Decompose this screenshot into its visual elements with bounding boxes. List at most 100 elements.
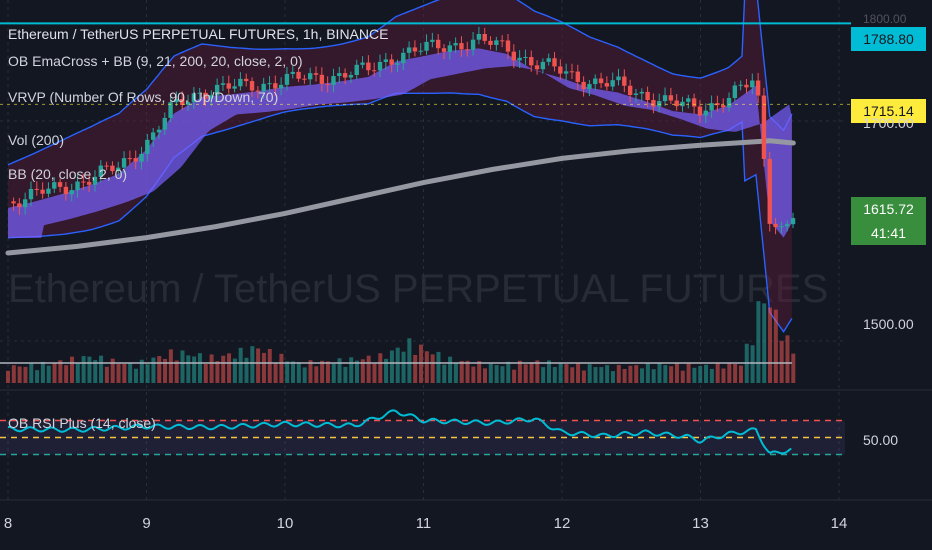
candles: [11, 26, 796, 235]
candle-body: [220, 83, 226, 85]
candle-body: [616, 76, 621, 81]
candle-body: [174, 99, 179, 103]
candle-body: [360, 62, 365, 65]
candle-body: [319, 74, 325, 84]
candle-body: [517, 57, 522, 61]
candle-body: [354, 64, 359, 76]
bb-upper: [7, 0, 793, 166]
volume-bar: [378, 353, 383, 383]
price-tag-high: 1788.80: [851, 27, 926, 51]
volume-bar: [721, 368, 726, 383]
volume-bar: [640, 368, 645, 383]
candle-body: [11, 201, 16, 204]
candle-body: [180, 99, 185, 105]
candle-body: [191, 93, 197, 103]
watermark: Ethereum / TetherUS PERPETUAL FUTURES: [8, 267, 828, 311]
volume-bar: [610, 371, 615, 383]
candle-body: [598, 78, 604, 84]
volume-bar: [145, 364, 150, 383]
volume-bar: [122, 363, 127, 383]
candle-body: [657, 101, 662, 107]
candle-body: [46, 188, 51, 194]
volume-bar: [587, 364, 592, 383]
chart-title[interactable]: Ethereum / TetherUS PERPETUAL FUTURES, 1…: [8, 26, 389, 42]
volume-bar: [250, 346, 255, 383]
x-tick-label-9: 9: [142, 515, 150, 532]
volume-bar: [517, 360, 522, 383]
volume-bar: [657, 362, 662, 383]
volume-bar: [750, 345, 755, 383]
candle-body: [226, 83, 231, 89]
volume-bar: [430, 354, 435, 383]
candle-body: [284, 73, 290, 85]
price-axis-1700: 1700.00: [863, 116, 914, 130]
candle-body: [767, 158, 772, 224]
candle-body: [779, 226, 784, 228]
candle-body: [337, 73, 342, 77]
legend-volume[interactable]: Vol (200): [8, 132, 65, 148]
volume-bar: [663, 365, 668, 383]
volume-bar: [727, 363, 732, 383]
volume-bar: [302, 367, 307, 383]
candle-body: [523, 56, 528, 58]
volume-bar: [325, 361, 330, 383]
legend-vrvp[interactable]: VRVP (Number Of Rows, 90, Up/Down, 70): [8, 89, 279, 105]
candle-body: [424, 41, 429, 51]
candle-body: [63, 186, 69, 195]
volume-bar: [692, 367, 697, 383]
candle-body: [81, 181, 86, 183]
volume-bar: [279, 353, 284, 383]
candle-body: [476, 33, 482, 40]
volume-bar: [419, 344, 424, 383]
candle-body: [244, 78, 249, 82]
candle-body: [581, 81, 586, 90]
volume-bar: [58, 360, 63, 383]
ema200-line: [5, 138, 796, 256]
candle-body: [406, 47, 412, 53]
candle-body: [145, 139, 150, 154]
volume-bar: [529, 362, 534, 383]
legend-ema-cross[interactable]: OB EmaCross + BB (9, 21, 200, 20, close,…: [8, 53, 303, 69]
candle-body: [558, 66, 563, 74]
candle-body: [604, 83, 610, 87]
candle-body: [57, 182, 63, 187]
candle-body: [209, 95, 214, 99]
candle-body: [139, 153, 144, 162]
ema200: [5, 138, 796, 256]
candle-body: [342, 73, 348, 78]
volume-bar: [314, 366, 319, 383]
volume-bar: [645, 362, 650, 383]
candle-body: [412, 47, 418, 52]
volume-bar: [17, 366, 22, 383]
volume-bar: [576, 363, 581, 383]
candle-body: [156, 129, 162, 133]
countdown-tag: 41:41: [851, 221, 926, 245]
volume-bar: [541, 367, 546, 383]
candle-body: [540, 61, 546, 70]
volume-bar: [651, 369, 656, 383]
candle-body: [633, 93, 639, 95]
volume-bar: [488, 363, 493, 383]
volume-bar: [320, 360, 325, 383]
candle-body: [709, 103, 714, 111]
legend-bb[interactable]: BB (20, close, 2, 0): [8, 166, 128, 182]
legend-rsi[interactable]: OB RSI Plus (14, close): [8, 415, 156, 431]
volume-bar: [558, 362, 563, 383]
volume-bar: [64, 365, 69, 383]
volume-bar: [389, 350, 394, 383]
volume-bar: [453, 363, 458, 383]
volume-bar: [791, 353, 796, 383]
volume-bar: [494, 365, 499, 383]
volume-bar: [605, 365, 610, 383]
candle-body: [52, 182, 57, 189]
candle-body: [773, 223, 778, 228]
candle-body: [133, 158, 138, 162]
candle-body: [383, 59, 389, 62]
volume-bar: [471, 366, 476, 383]
candle-body: [715, 103, 720, 106]
volume-bar: [192, 356, 197, 383]
volume-bar: [512, 369, 517, 383]
volume-bar: [99, 355, 104, 383]
candle-body: [92, 176, 98, 185]
